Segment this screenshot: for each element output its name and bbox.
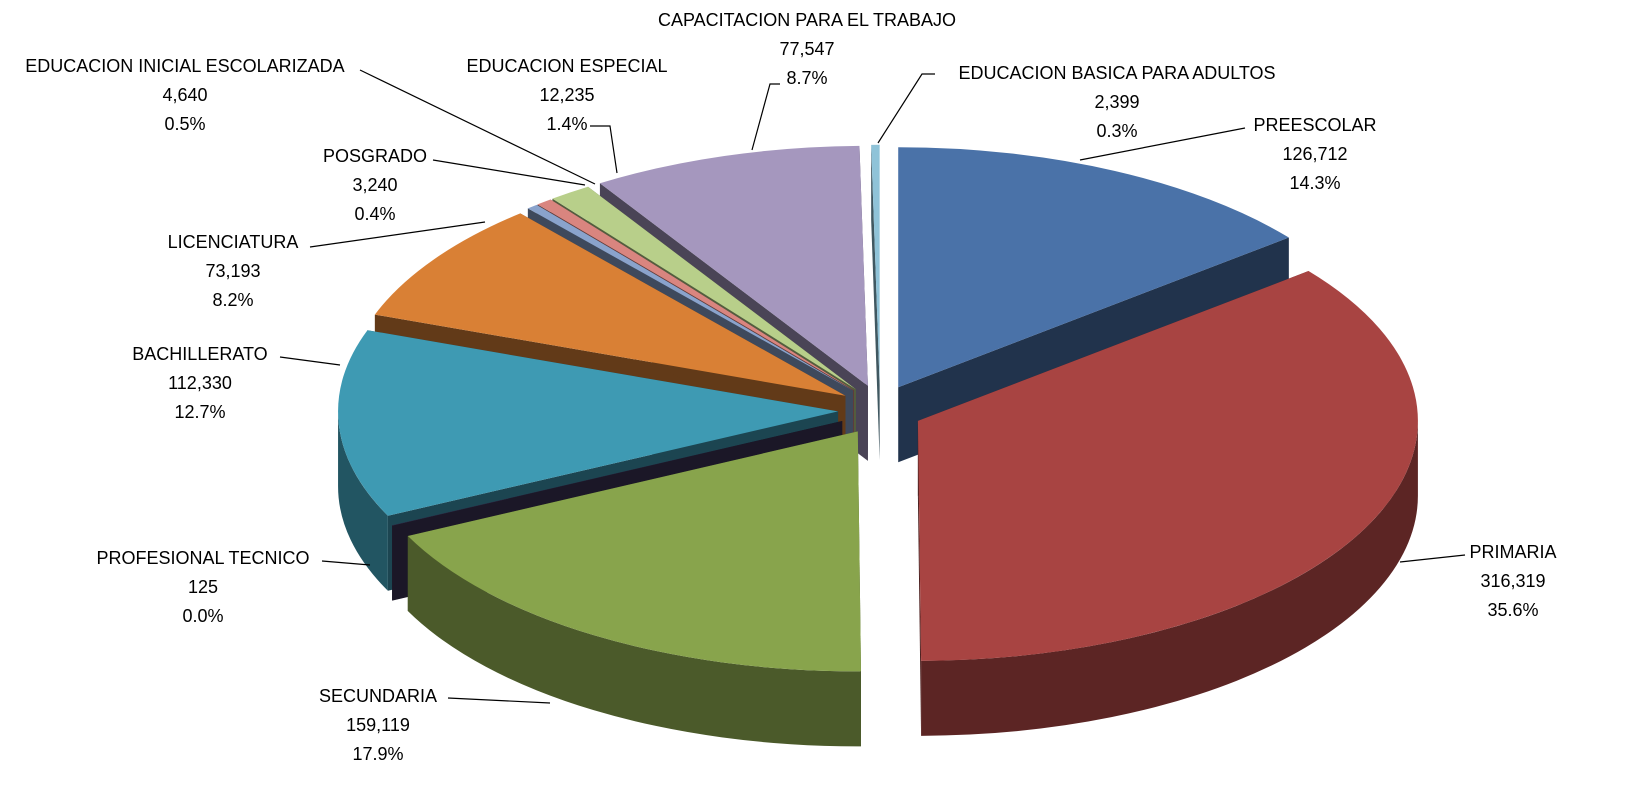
value-label: 316,319 bbox=[1480, 571, 1545, 591]
leader-line bbox=[309, 221, 486, 248]
percent-label: 14.3% bbox=[1289, 173, 1340, 193]
slice bbox=[374, 213, 846, 396]
percent-label: 1.4% bbox=[546, 114, 587, 134]
slice-label: LICENCIATURA bbox=[168, 232, 299, 252]
leader-line bbox=[359, 69, 596, 185]
value-label: 4,640 bbox=[162, 85, 207, 105]
value-label: 73,193 bbox=[205, 261, 260, 281]
value-label: 125 bbox=[188, 577, 218, 597]
value-label: 2,399 bbox=[1094, 92, 1139, 112]
percent-label: 8.7% bbox=[786, 68, 827, 88]
value-label: 3,240 bbox=[352, 175, 397, 195]
slice-label: POSGRADO bbox=[323, 146, 427, 166]
slice bbox=[898, 147, 1289, 388]
slice-label: PRIMARIA bbox=[1469, 542, 1556, 562]
percent-label: 35.6% bbox=[1487, 600, 1538, 620]
slice bbox=[599, 145, 868, 386]
slice-wall bbox=[407, 536, 861, 747]
value-label: 77,547 bbox=[779, 39, 834, 59]
slice-label: CAPACITACION PARA EL TRABAJO bbox=[658, 10, 956, 30]
leader-line bbox=[1399, 554, 1466, 563]
value-label: 126,712 bbox=[1282, 144, 1347, 164]
value-label: 159,119 bbox=[346, 715, 410, 735]
slice bbox=[527, 204, 854, 391]
leader-line bbox=[590, 125, 618, 174]
slice bbox=[917, 271, 1418, 661]
slice bbox=[871, 144, 880, 385]
slice bbox=[407, 431, 861, 672]
value-label: 12,235 bbox=[539, 85, 594, 105]
slice-wall bbox=[921, 420, 1418, 736]
leader-line bbox=[1079, 127, 1246, 161]
percent-label: 17.9% bbox=[352, 744, 403, 764]
percent-label: 0.3% bbox=[1096, 121, 1137, 141]
percent-label: 0.5% bbox=[164, 114, 205, 134]
slice-side bbox=[917, 420, 922, 736]
percent-label: 12.7% bbox=[174, 402, 225, 422]
slice-side bbox=[871, 144, 880, 460]
slice bbox=[392, 420, 843, 526]
slice-label: EDUCACION BASICA PARA ADULTOS bbox=[958, 63, 1275, 83]
leader-line bbox=[447, 697, 551, 704]
slice bbox=[537, 199, 854, 391]
slice bbox=[552, 186, 856, 390]
percent-label: 0.4% bbox=[354, 204, 395, 224]
slice-label: PROFESIONAL TECNICO bbox=[96, 548, 309, 568]
slice bbox=[338, 330, 839, 516]
slice-label: EDUCACION ESPECIAL bbox=[466, 56, 667, 76]
value-label: 112,330 bbox=[168, 373, 232, 393]
percent-label: 0.0% bbox=[182, 606, 223, 626]
leader-line bbox=[279, 356, 341, 366]
slice-wall bbox=[338, 411, 388, 591]
slice-label: BACHILLERATO bbox=[132, 344, 267, 364]
leader-line bbox=[877, 73, 935, 144]
leader-line bbox=[432, 159, 586, 186]
percent-label: 8.2% bbox=[212, 290, 253, 310]
slice-label: PREESCOLAR bbox=[1253, 115, 1376, 135]
slice-label: SECUNDARIA bbox=[319, 686, 437, 706]
leader-line bbox=[321, 560, 371, 566]
leader-line bbox=[751, 83, 780, 151]
slice-label: EDUCACION INICIAL ESCOLARIZADA bbox=[25, 56, 344, 76]
